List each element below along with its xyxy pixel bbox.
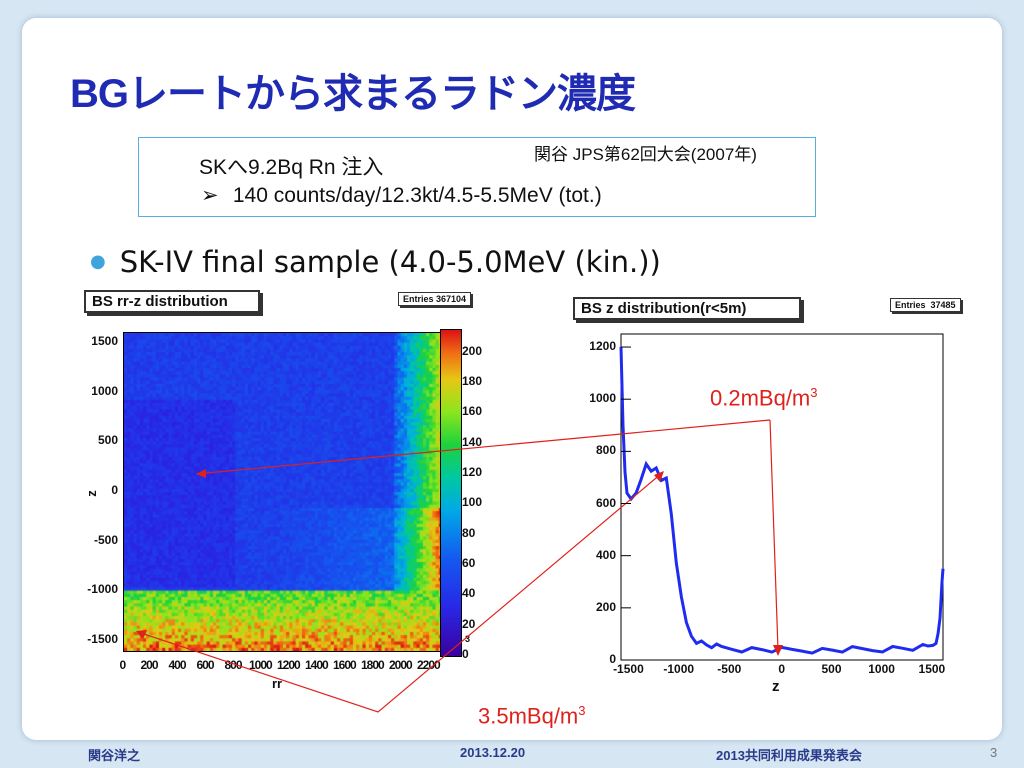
left-plot-entries: Entries 367104 bbox=[398, 292, 472, 306]
right-x-tick: 0 bbox=[778, 662, 786, 676]
colorbar-tick: 60 bbox=[462, 556, 476, 571]
colorbar-tick: 160 bbox=[462, 404, 483, 419]
reference: 関谷 JPS第62回大会(2007年) bbox=[520, 138, 763, 167]
bullet-item: ● SK-IV final sample (4.0-5.0MeV (kin.)) bbox=[90, 245, 661, 279]
left-x-tick: 1600 bbox=[333, 658, 357, 672]
left-y-tick: -1000 bbox=[87, 582, 118, 597]
right-y-tick: 0 bbox=[609, 652, 616, 666]
left-y-tick: 1000 bbox=[91, 383, 118, 398]
right-x-tick: 1000 bbox=[868, 662, 895, 676]
page-number: 3 bbox=[990, 745, 998, 760]
left-x-tick: 1200 bbox=[277, 658, 301, 672]
colorbar-tick: 200 bbox=[462, 343, 483, 358]
right-plot-title: BS z distribution(r<5m) bbox=[573, 297, 801, 320]
right-x-tick: -1000 bbox=[663, 662, 695, 676]
colorbar-tick: 0 bbox=[462, 647, 469, 661]
colorbar-tick: 20 bbox=[462, 616, 476, 631]
left-y-tick: 1500 bbox=[91, 333, 118, 348]
left-plot-title: BS rr-z distribution bbox=[84, 290, 260, 313]
rr-z-heatmap bbox=[123, 332, 443, 652]
right-y-tick: 400 bbox=[595, 547, 616, 562]
annotation-upper: 0.2mBq/m3 bbox=[710, 385, 818, 411]
left-x-tick: 2000 bbox=[389, 658, 413, 672]
left-x-label: rr bbox=[272, 676, 283, 691]
footer-event: 2013共同利用成果発表会 bbox=[716, 748, 862, 763]
right-x-tick: 500 bbox=[821, 662, 842, 676]
right-plot-entries: Entries 37485 bbox=[890, 298, 961, 312]
left-y-tick: -500 bbox=[93, 532, 118, 547]
colorbar-exponent: 3 bbox=[465, 634, 471, 644]
right-x-label: z bbox=[772, 678, 780, 695]
colorbar-tick: 180 bbox=[462, 374, 483, 389]
right-y-tick: 600 bbox=[595, 495, 616, 510]
right-y-tick: 200 bbox=[595, 599, 616, 614]
colorbar-tick: 80 bbox=[462, 525, 476, 540]
left-x-tick: 200 bbox=[140, 658, 159, 672]
colorbar bbox=[440, 329, 462, 657]
left-x-tick: 600 bbox=[196, 658, 215, 672]
info-line-1: SKへ9.2Bq Rn 注入 bbox=[199, 156, 384, 179]
left-x-tick: 400 bbox=[168, 658, 187, 672]
bullet-dot-icon: ● bbox=[90, 251, 106, 272]
left-y-tick: 0 bbox=[111, 483, 118, 497]
colorbar-tick: 140 bbox=[462, 434, 483, 449]
footer-author: 関谷洋之 bbox=[88, 748, 141, 763]
slide-title: BGレートから求まるラドン濃度 bbox=[70, 72, 636, 116]
left-x-tick: 1400 bbox=[305, 658, 329, 672]
right-y-tick: 800 bbox=[595, 443, 616, 458]
right-y-tick: 1200 bbox=[589, 339, 616, 354]
right-x-tick: -500 bbox=[717, 662, 742, 676]
info-line-2: ➢ 140 counts/day/12.3kt/4.5-5.5MeV (tot.… bbox=[201, 183, 602, 208]
left-y-tick: -1500 bbox=[87, 632, 118, 647]
left-x-tick: 1000 bbox=[249, 658, 273, 672]
left-y-label: z bbox=[83, 490, 99, 497]
right-y-tick: 1000 bbox=[589, 391, 616, 406]
arrow-bullet-icon: ➢ bbox=[201, 184, 219, 207]
colorbar-tick: 120 bbox=[462, 465, 483, 480]
colorbar-tick: 40 bbox=[462, 586, 476, 601]
colorbar-tick: 100 bbox=[462, 495, 483, 510]
left-x-tick: 2200 bbox=[417, 658, 441, 672]
left-x-tick: 0 bbox=[119, 658, 127, 672]
bullet-text: SK-IV final sample (4.0-5.0MeV (kin.)) bbox=[119, 245, 661, 279]
left-x-tick: 1800 bbox=[361, 658, 385, 672]
footer-date: 2013.12.20 bbox=[460, 745, 526, 760]
info-line-2-text: 140 counts/day/12.3kt/4.5-5.5MeV (tot.) bbox=[232, 184, 602, 207]
left-x-tick: 800 bbox=[224, 658, 243, 672]
left-y-tick: 500 bbox=[97, 433, 118, 448]
right-x-tick: -1500 bbox=[613, 662, 644, 676]
annotation-lower: 3.5mBq/m3 bbox=[478, 703, 586, 729]
right-x-tick: 1500 bbox=[918, 662, 946, 676]
